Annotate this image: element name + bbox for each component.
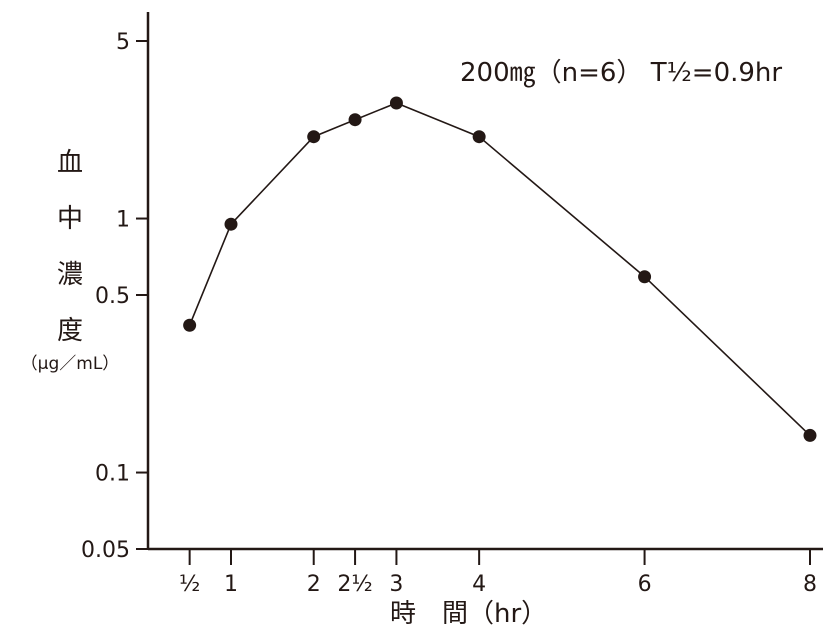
x-tick-label: 4 [472, 572, 486, 597]
data-point [307, 130, 321, 144]
chart-annotation: 200㎎（n=6） T½=0.9hr [460, 58, 783, 88]
x-tick-label: ½ [179, 572, 200, 597]
series-line [188, 102, 811, 436]
y-axis-unit: （μg／mL） [20, 354, 120, 374]
y-tick-label: 1 [116, 208, 130, 233]
data-point [224, 217, 238, 231]
x-tick-label: 2½ [337, 572, 372, 597]
y-axis-title-char: 血 [56, 148, 83, 178]
y-tick-label: 0.5 [95, 284, 130, 309]
data-point [803, 428, 817, 442]
y-axis-title: 血 中 濃 度 （μg／mL） [0, 150, 140, 374]
data-point [348, 113, 362, 127]
x-axis-title: 時 間（hr） [390, 599, 548, 629]
x-tick-label: 3 [389, 572, 403, 597]
x-tick-label: 1 [224, 572, 238, 597]
y-axis-title-char: 中 [56, 204, 83, 234]
x-tick-label: 8 [803, 572, 817, 597]
y-tick-label: 0.1 [95, 462, 130, 487]
axes [146, 12, 823, 551]
data-point [638, 270, 652, 284]
series [183, 96, 817, 442]
data-point [183, 318, 197, 332]
y-tick-label: 5 [116, 30, 130, 55]
x-tick-label: 2 [307, 572, 321, 597]
y-axis-title-char: 度 [56, 316, 83, 346]
y-tick-label: 0.05 [81, 538, 130, 563]
y-ticks: 5 1 0.5 0.1 0.05 [81, 30, 148, 563]
data-point [472, 130, 486, 144]
data-point [389, 96, 403, 110]
y-axis-title-char: 濃 [56, 260, 83, 290]
x-tick-label: 6 [638, 572, 652, 597]
x-ticks: ½ 1 2 2½ 3 4 6 8 [179, 549, 817, 597]
